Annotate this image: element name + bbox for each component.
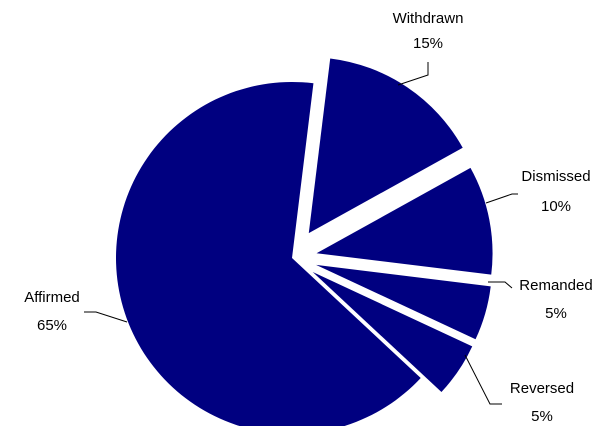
slice-label-affirmed: Affirmed 65% — [24, 289, 80, 334]
slice-label-remanded-value: 5% — [545, 305, 567, 322]
slice-label-reversed-value: 5% — [531, 408, 553, 425]
slice-label-affirmed-name: Affirmed — [24, 289, 80, 306]
slice-label-withdrawn-value: 15% — [413, 35, 443, 52]
leader-line-withdrawn — [397, 62, 429, 86]
slice-label-reversed: Reversed 5% — [510, 380, 574, 425]
pie-slice-remanded — [316, 264, 491, 340]
slice-label-withdrawn: Withdrawn 15% — [393, 10, 464, 52]
pie-slice-dismissed — [316, 167, 493, 275]
leader-line-dismissed — [485, 193, 518, 204]
slice-label-withdrawn-name: Withdrawn — [393, 10, 464, 27]
slice-label-affirmed-value: 65% — [37, 317, 67, 334]
slice-label-remanded-name: Remanded — [519, 277, 592, 294]
slice-label-dismissed-name: Dismissed — [521, 168, 590, 185]
pie-slice-withdrawn — [308, 58, 463, 234]
slice-label-dismissed: Dismissed 10% — [521, 168, 590, 215]
slice-label-reversed-name: Reversed — [510, 380, 574, 397]
slice-label-dismissed-value: 10% — [541, 198, 571, 215]
leader-line-reversed — [464, 354, 502, 405]
pie-slice-affirmed — [116, 81, 421, 426]
leader-line-remanded — [488, 281, 513, 289]
slice-label-remanded: Remanded 5% — [519, 277, 592, 322]
leader-line-affirmed — [84, 311, 128, 323]
pie-slice-reversed — [312, 271, 473, 393]
pie-slices — [116, 58, 493, 426]
